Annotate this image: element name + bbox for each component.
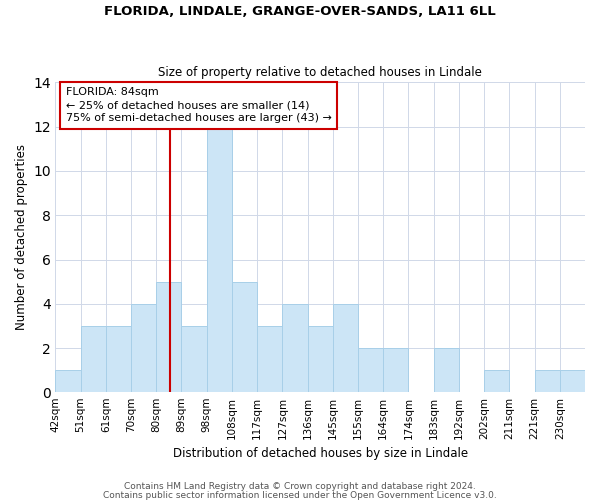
Bar: [80, 326, 106, 392]
Bar: [434, 348, 459, 393]
Bar: [383, 348, 409, 393]
Bar: [308, 326, 333, 392]
Bar: [232, 282, 257, 393]
Bar: [283, 304, 308, 392]
Bar: [181, 326, 206, 392]
Text: FLORIDA, LINDALE, GRANGE-OVER-SANDS, LA11 6LL: FLORIDA, LINDALE, GRANGE-OVER-SANDS, LA1…: [104, 5, 496, 18]
Y-axis label: Number of detached properties: Number of detached properties: [15, 144, 28, 330]
Bar: [560, 370, 585, 392]
Bar: [535, 370, 560, 392]
X-axis label: Distribution of detached houses by size in Lindale: Distribution of detached houses by size …: [173, 447, 468, 460]
Title: Size of property relative to detached houses in Lindale: Size of property relative to detached ho…: [158, 66, 482, 78]
Bar: [257, 326, 283, 392]
Text: Contains HM Land Registry data © Crown copyright and database right 2024.: Contains HM Land Registry data © Crown c…: [124, 482, 476, 491]
Bar: [131, 304, 156, 392]
Text: Contains public sector information licensed under the Open Government Licence v3: Contains public sector information licen…: [103, 490, 497, 500]
Text: FLORIDA: 84sqm
← 25% of detached houses are smaller (14)
75% of semi-detached ho: FLORIDA: 84sqm ← 25% of detached houses …: [66, 87, 332, 124]
Bar: [484, 370, 509, 392]
Bar: [206, 126, 232, 392]
Bar: [55, 370, 80, 392]
Bar: [106, 326, 131, 392]
Bar: [333, 304, 358, 392]
Bar: [156, 282, 181, 393]
Bar: [358, 348, 383, 393]
